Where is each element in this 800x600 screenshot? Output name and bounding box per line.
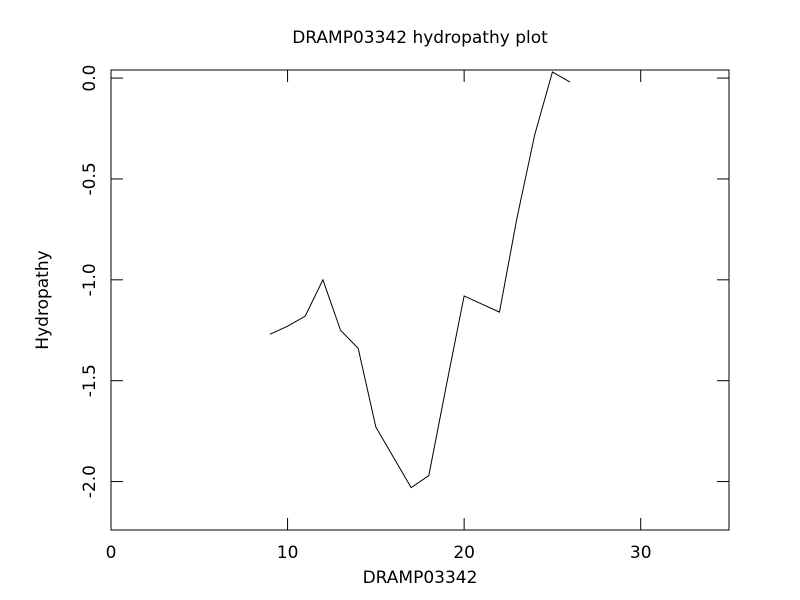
y-tick-label: -0.5 [80, 162, 100, 195]
y-tick-label: 0.0 [80, 65, 100, 92]
x-tick-label: 20 [453, 543, 475, 563]
y-tick-label: -1.5 [80, 364, 100, 397]
x-axis-label: DRAMP03342 [363, 568, 478, 588]
x-tick-label: 30 [630, 543, 652, 563]
data-line [269, 71, 571, 489]
y-axis-label: Hydropathy [33, 250, 53, 349]
chart-title: DRAMP03342 hydropathy plot [292, 28, 548, 48]
x-tick-label: 0 [106, 543, 117, 563]
x-tick-label: 10 [277, 543, 299, 563]
y-tick-label: -2.0 [80, 465, 100, 498]
plot-frame [110, 69, 730, 531]
y-tick-label: -1.0 [80, 263, 100, 296]
